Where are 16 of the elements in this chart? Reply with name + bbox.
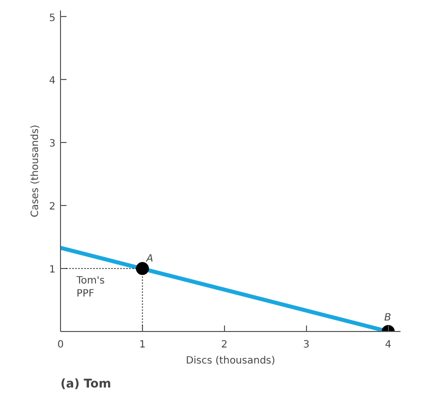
x-tick-label: 2 — [221, 340, 228, 350]
x-tick-label: 4 — [385, 340, 392, 350]
text: (a) Tom — [60, 376, 112, 390]
y-tick-label: 2 — [49, 202, 56, 213]
x-tick-label: 1 — [139, 340, 146, 350]
annotation: A — [145, 254, 154, 265]
annotation: B — [384, 312, 392, 324]
y-tick-label: 4 — [49, 76, 56, 87]
y-tick-label: 1 — [49, 264, 56, 276]
annotation: Tom's PPF — [76, 275, 105, 300]
x-tick-label: 3 — [303, 340, 310, 350]
y-axis-title: Cases (thousands) — [30, 124, 42, 218]
x-axis-title: Discs (thousands) — [186, 356, 276, 366]
y-tick-label: 3 — [49, 138, 56, 150]
x-tick-label: 0 — [57, 340, 64, 350]
y-tick-label: 5 — [49, 12, 56, 24]
